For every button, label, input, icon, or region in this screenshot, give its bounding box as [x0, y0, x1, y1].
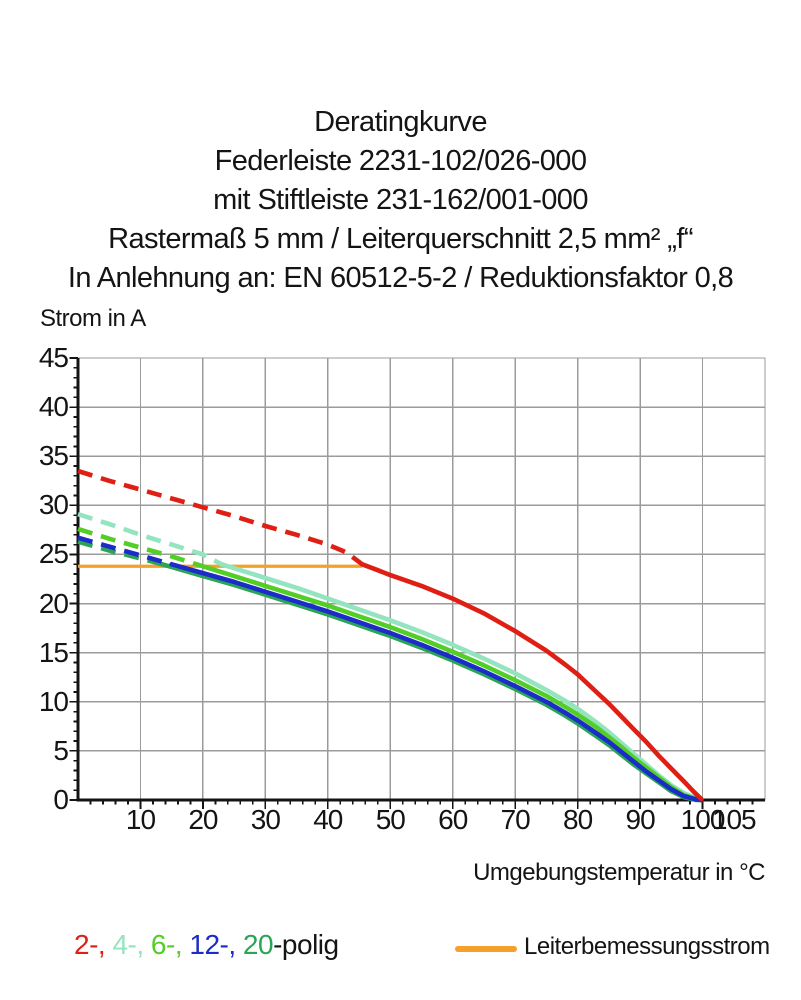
x-tick-label: 10 — [125, 804, 156, 835]
chart-title-block: Deratingkurve Federleiste 2231-102/026-0… — [0, 103, 801, 298]
x-axis-title: Umgebungstemperatur in °C — [473, 859, 765, 886]
axis-lines — [76, 358, 765, 802]
y-tick-label: 35 — [38, 440, 69, 472]
x-tick-label: 50 — [375, 804, 406, 835]
poles-legend-part: 2-, — [74, 929, 106, 960]
y-tick-label: 30 — [38, 489, 69, 521]
x-tick-label: 60 — [438, 804, 468, 835]
x-tick-label: 30 — [250, 804, 281, 835]
curve-12-polig-dashed — [77, 535, 173, 567]
title-line-1: Deratingkurve — [314, 106, 487, 138]
reference-line-label: Leiterbemessungsstrom — [524, 933, 770, 960]
y-tick-label: 5 — [53, 734, 69, 766]
curve-4-polig-dashed — [77, 512, 223, 567]
title-line-5: In Anlehnung an: EN 60512-5-2 / Reduktio… — [67, 262, 734, 294]
title-line-4: Rastermaß 5 mm / Leiterquerschnitt 2,5 m… — [108, 223, 693, 255]
x-tick-label: 70 — [500, 804, 531, 835]
poles-legend: 2-, 4-, 6-, 12-, 20-polig — [74, 929, 339, 961]
x-tick-label: 105 — [711, 804, 757, 835]
y-tick-label: 10 — [38, 685, 69, 717]
derating-chart — [69, 357, 766, 809]
y-tick-label: 20 — [38, 587, 69, 619]
y-tick-label: 25 — [38, 538, 69, 570]
gridlines — [77, 357, 766, 801]
x-tick-label: 80 — [563, 804, 593, 835]
curve-20-polig-solid — [160, 562, 704, 803]
poles-legend-part: -polig — [273, 929, 339, 960]
y-tick-label: 45 — [38, 342, 69, 373]
x-tick-label: 90 — [625, 804, 656, 835]
curve-20-polig-dashed — [77, 539, 163, 567]
y-tick-label: 15 — [38, 636, 69, 668]
y-tick-label: 0 — [53, 784, 69, 815]
curve-2-polig-dashed — [77, 468, 364, 567]
x-tick-label: 40 — [313, 804, 343, 835]
poles-legend-part: 12-, — [182, 929, 236, 960]
curve-6-polig-dashed — [77, 526, 198, 567]
title-line-2: Federleiste 2231-102/026-000 — [214, 145, 587, 177]
curve-6-polig-solid — [194, 562, 704, 803]
y-tick-label: 40 — [38, 391, 69, 423]
y-axis-title: Strom in A — [40, 305, 146, 332]
x-tick-label: 100 — [680, 804, 726, 835]
poles-legend-part: 6-, — [143, 929, 183, 960]
reference-line-swatch — [455, 946, 517, 952]
poles-legend-part: 20 — [235, 929, 274, 960]
curve-2-polig-solid — [359, 562, 704, 802]
title-line-3: mit Stiftleiste 231-162/001-000 — [213, 184, 588, 216]
curve-12-polig-solid — [169, 562, 704, 803]
x-tick-label: 20 — [188, 804, 218, 835]
poles-legend-part: 4-, — [105, 929, 144, 960]
